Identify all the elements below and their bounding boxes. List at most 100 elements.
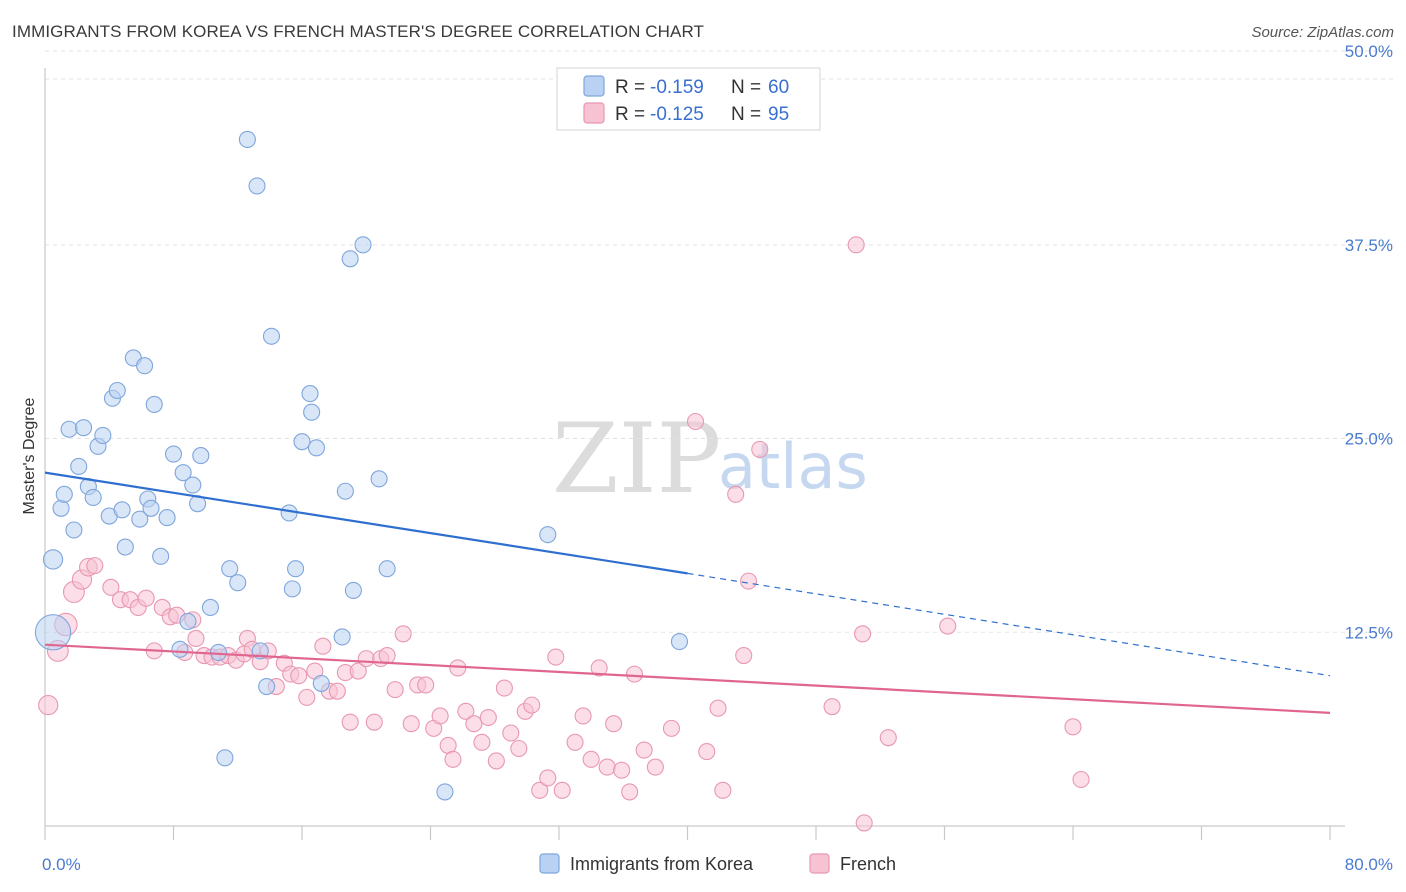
french-point bbox=[854, 625, 872, 643]
french-point bbox=[727, 485, 745, 503]
french-point bbox=[341, 713, 359, 731]
french-point bbox=[365, 713, 383, 731]
french-point bbox=[590, 659, 608, 677]
french-point bbox=[417, 676, 435, 694]
y-axis-title: Master's Degree bbox=[21, 397, 38, 514]
korea-point bbox=[280, 504, 298, 522]
french-point bbox=[1072, 770, 1090, 789]
korea-trendline bbox=[44, 471, 688, 575]
korea-point bbox=[341, 250, 359, 268]
french-point bbox=[473, 733, 491, 751]
french-point bbox=[502, 724, 520, 742]
korea-point bbox=[65, 521, 83, 539]
french-point bbox=[1064, 718, 1082, 736]
korea-point bbox=[258, 677, 276, 696]
french-point bbox=[698, 743, 716, 761]
french-point bbox=[349, 662, 367, 680]
french-point bbox=[553, 781, 571, 799]
legend: R = -0.159 N = 60 R = -0.125 N = 95 bbox=[556, 67, 821, 131]
korea-point bbox=[145, 395, 163, 414]
french-point bbox=[298, 688, 316, 706]
legend-n-label: N = bbox=[731, 77, 761, 98]
korea-point bbox=[108, 381, 126, 400]
korea-point bbox=[42, 549, 64, 570]
y-tick-labels: 12.5% 25.0% 37.5% 50.0% bbox=[1345, 42, 1393, 642]
legend-r-label: R = bbox=[615, 77, 645, 98]
french-point bbox=[613, 761, 631, 779]
bottom-legend-french-label: French bbox=[840, 854, 896, 874]
korea-point bbox=[192, 447, 210, 465]
korea-point bbox=[238, 130, 256, 148]
french-point bbox=[102, 578, 120, 596]
korea-point bbox=[370, 470, 388, 488]
korea-point bbox=[70, 457, 88, 475]
korea-point bbox=[94, 426, 112, 445]
korea-point bbox=[344, 581, 362, 599]
french-point bbox=[357, 650, 375, 668]
korea-point bbox=[262, 327, 281, 345]
french-point bbox=[495, 679, 513, 697]
legend-n-value: 95 bbox=[768, 104, 789, 125]
french-point bbox=[386, 681, 404, 699]
french-point bbox=[86, 557, 104, 575]
french-point bbox=[879, 729, 897, 747]
korea-point bbox=[283, 580, 301, 598]
korea-point bbox=[84, 488, 102, 506]
x-tick-label: 0.0% bbox=[42, 855, 81, 874]
source-credit: Source: ZipAtlas.com bbox=[1251, 24, 1394, 41]
french-point bbox=[709, 699, 727, 717]
french-points bbox=[38, 107, 1090, 832]
korea-point bbox=[670, 633, 689, 651]
french-point bbox=[605, 715, 623, 733]
french-point bbox=[939, 617, 957, 635]
korea-point bbox=[158, 509, 176, 527]
korea-trendline-extension bbox=[687, 572, 1331, 677]
korea-point bbox=[34, 614, 72, 651]
french-point bbox=[823, 698, 841, 716]
french-point bbox=[847, 236, 865, 254]
korea-points bbox=[34, 130, 689, 801]
french-point bbox=[662, 719, 680, 737]
x-tick-label: 80.0% bbox=[1345, 855, 1393, 874]
french-point bbox=[510, 739, 528, 758]
french-point bbox=[137, 589, 155, 607]
french-trendline bbox=[44, 643, 1331, 714]
korea-point bbox=[75, 419, 93, 437]
korea-point bbox=[248, 177, 266, 195]
korea-point bbox=[201, 598, 219, 617]
french-point bbox=[531, 781, 549, 799]
korea-point bbox=[171, 640, 189, 658]
french-point bbox=[402, 715, 420, 733]
bottom-legend: Immigrants from Korea French bbox=[539, 853, 896, 874]
korea-point bbox=[301, 385, 319, 403]
french-point bbox=[187, 629, 205, 648]
french-point bbox=[38, 694, 59, 716]
korea-point bbox=[354, 236, 372, 254]
bottom-legend-korea-swatch bbox=[539, 853, 560, 874]
y-tick-label: 25.0% bbox=[1345, 430, 1393, 449]
korea-point bbox=[142, 499, 160, 517]
french-point bbox=[539, 769, 557, 787]
korea-point bbox=[136, 357, 154, 375]
french-point bbox=[598, 758, 616, 776]
x-ticks bbox=[44, 826, 1331, 840]
korea-point bbox=[312, 674, 330, 692]
korea-point bbox=[436, 783, 454, 801]
korea-point bbox=[52, 499, 70, 517]
korea-point bbox=[221, 560, 239, 578]
french-point bbox=[394, 625, 412, 643]
korea-point bbox=[293, 433, 311, 451]
french-point bbox=[582, 750, 600, 768]
chart-title: IMMIGRANTS FROM KOREA VS FRENCH MASTER'S… bbox=[12, 22, 705, 41]
korea-point bbox=[333, 628, 351, 646]
korea-point bbox=[303, 403, 321, 421]
french-point bbox=[625, 665, 644, 683]
french-point bbox=[735, 646, 753, 665]
french-point bbox=[855, 814, 873, 832]
french-point bbox=[566, 733, 584, 751]
korea-point bbox=[307, 439, 326, 457]
korea-point bbox=[184, 476, 202, 494]
legend-french-swatch bbox=[583, 102, 605, 124]
legend-r-label: R = bbox=[615, 104, 645, 125]
bottom-legend-french-swatch bbox=[809, 853, 830, 874]
